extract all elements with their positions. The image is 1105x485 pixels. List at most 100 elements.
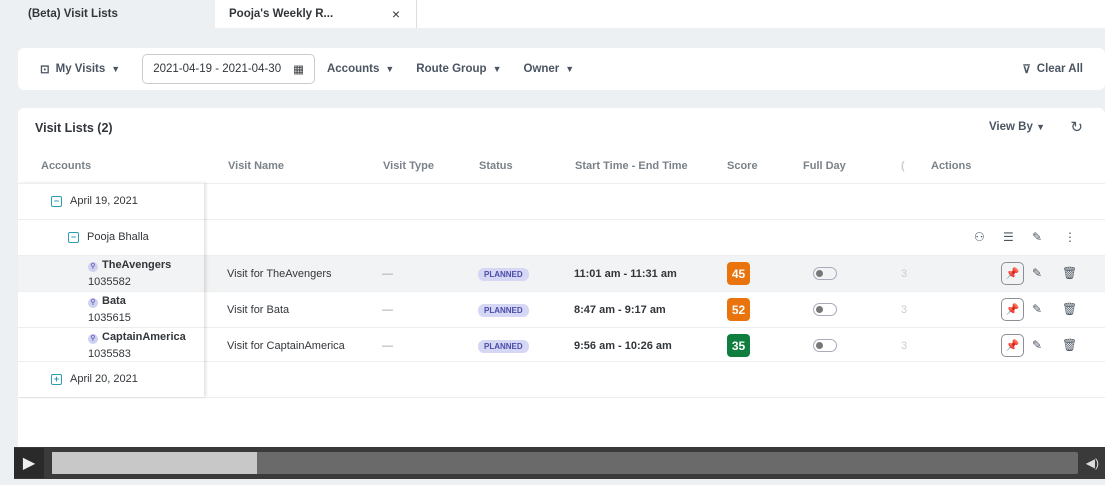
edit-icon[interactable]: ✎ xyxy=(1032,338,1043,352)
tab-label: (Beta) Visit Lists xyxy=(28,8,118,20)
pin-icon: 📌 xyxy=(1005,340,1020,352)
pin-button[interactable]: 📌 xyxy=(1001,334,1024,357)
visits-icon: ⊡ xyxy=(40,64,50,76)
group-label[interactable]: − Pooja Bhalla xyxy=(68,231,149,243)
time-range: 11:01 am - 11:31 am xyxy=(574,268,677,280)
account-name: CaptainAmerica xyxy=(102,331,186,343)
tab-weekly-report[interactable]: Pooja's Weekly R... × xyxy=(215,0,417,28)
date-range-input[interactable]: 2021-04-19 - 2021-04-30 ▦ xyxy=(142,54,315,84)
accounts-dropdown[interactable]: Accounts ▼ xyxy=(327,63,394,75)
col-time[interactable]: Start Time - End Time xyxy=(575,160,688,172)
add-account-icon[interactable]: ⚇ xyxy=(974,230,985,244)
col-actions: Actions xyxy=(931,160,972,172)
tab-bar: (Beta) Visit Lists Pooja's Weekly R... × xyxy=(0,0,1105,28)
col-status[interactable]: Status xyxy=(479,160,513,172)
visit-name: Visit for Bata xyxy=(227,304,290,316)
calendar-icon[interactable]: ▦ xyxy=(293,64,304,76)
pin-button[interactable]: 📌 xyxy=(1001,262,1024,285)
group-label[interactable]: − April 19, 2021 xyxy=(51,195,138,207)
account-link[interactable]: ⚲ TheAvengers xyxy=(88,259,171,272)
full-day-toggle[interactable] xyxy=(813,339,837,352)
edit-icon[interactable]: ✎ xyxy=(1032,266,1043,280)
account-link[interactable]: ⚲ Bata xyxy=(88,295,126,308)
refresh-icon[interactable]: ↻ xyxy=(1070,119,1083,136)
filter-bar: ⊡ My Visits ▼ 2021-04-19 - 2021-04-30 ▦ Acc… xyxy=(18,48,1105,90)
label: View By xyxy=(988,121,1033,133)
col-visit-type[interactable]: Visit Type xyxy=(383,160,434,172)
visit-lists-panel: Visit Lists (2) View By ▼ ↻ Accounts Vis… xyxy=(18,108,1105,453)
my-visits-dropdown[interactable]: ⊡ My Visits ▼ xyxy=(40,62,120,76)
visit-type: — xyxy=(382,268,393,280)
delete-icon[interactable]: 🗑 xyxy=(1062,266,1078,280)
score-badge: 35 xyxy=(727,334,750,357)
pin-button[interactable]: 📌 xyxy=(1001,298,1024,321)
clear-all-button[interactable]: ⊽ Clear All xyxy=(1022,62,1083,76)
hidden-value: 3 xyxy=(901,268,908,280)
full-day-toggle[interactable] xyxy=(813,303,837,316)
table-row[interactable]: ⚲ TheAvengers 1035582 Visit for TheAvenge… xyxy=(18,255,1105,291)
volume-icon[interactable]: ◀) xyxy=(1085,456,1099,470)
label: My Visits xyxy=(55,63,106,75)
frozen-column-shadow xyxy=(18,183,204,397)
close-icon[interactable]: × xyxy=(391,6,400,22)
account-icon: ⚲ xyxy=(88,262,98,272)
collapse-icon[interactable]: − xyxy=(68,231,79,243)
col-visit-name[interactable]: Visit Name xyxy=(228,160,285,172)
date-value: 2021-04-19 - 2021-04-30 xyxy=(153,63,282,75)
filter-clear-icon: ⊽ xyxy=(1022,64,1031,76)
panel-title: Visit Lists (2) xyxy=(35,121,113,135)
edit-icon[interactable]: ✎ xyxy=(1032,302,1043,316)
edit-icon[interactable]: ✎ xyxy=(1032,230,1043,244)
chevron-down-icon: ▼ xyxy=(492,64,502,74)
col-score[interactable]: Score xyxy=(727,160,758,172)
visit-type: — xyxy=(382,340,393,352)
status-badge: PLANNED xyxy=(478,304,529,317)
chevron-down-icon: ▼ xyxy=(385,64,395,74)
tab-visit-lists[interactable]: (Beta) Visit Lists xyxy=(0,0,205,28)
route-group-dropdown[interactable]: Route Group ▼ xyxy=(416,63,501,75)
add-list-icon[interactable]: ☰ xyxy=(1003,230,1014,244)
group-row-date: − April 19, 2021 xyxy=(18,183,1105,219)
view-by-dropdown[interactable]: View By ▼ xyxy=(989,121,1045,133)
account-link[interactable]: ⚲ CaptainAmerica xyxy=(88,331,186,344)
label: Owner xyxy=(523,63,560,75)
score-badge: 52 xyxy=(727,298,750,321)
hidden-value: 3 xyxy=(901,304,908,316)
time-range: 9:56 am - 10:26 am xyxy=(574,340,672,352)
date-label: April 19, 2021 xyxy=(70,195,138,207)
more-icon[interactable]: ⋮ xyxy=(1064,230,1076,244)
account-icon: ⚲ xyxy=(88,298,98,308)
seek-progress xyxy=(52,452,258,474)
group-label[interactable]: + April 20, 2021 xyxy=(51,373,138,385)
visit-name: Visit for TheAvengers xyxy=(227,268,332,280)
table-row[interactable]: ⚲ Bata 1035615 Visit for Bata — PLANNED 8… xyxy=(18,291,1105,327)
col-full-day[interactable]: Full Day xyxy=(803,160,846,172)
group-row-date: + April 20, 2021 xyxy=(18,361,1105,397)
collapse-icon[interactable]: − xyxy=(51,195,62,207)
score-badge: 45 xyxy=(727,262,750,285)
owner-label: Pooja Bhalla xyxy=(87,231,149,243)
expand-icon[interactable]: + xyxy=(51,373,62,385)
col-accounts[interactable]: Accounts xyxy=(41,160,92,172)
divider xyxy=(18,397,1105,398)
seek-bar[interactable] xyxy=(52,452,1078,474)
table-row[interactable]: ⚲ CaptainAmerica 1035583 Visit for Captai… xyxy=(18,327,1105,363)
owner-dropdown[interactable]: Owner ▼ xyxy=(524,63,575,75)
full-day-toggle[interactable] xyxy=(813,267,837,280)
visit-name: Visit for CaptainAmerica xyxy=(227,340,345,352)
play-button[interactable]: ▶ xyxy=(14,448,44,478)
chevron-down-icon: ▼ xyxy=(111,64,121,74)
time-range: 8:47 am - 9:17 am xyxy=(574,304,666,316)
delete-icon[interactable]: 🗑 xyxy=(1062,302,1078,316)
delete-icon[interactable]: 🗑 xyxy=(1062,338,1078,352)
hidden-value: 3 xyxy=(901,340,908,352)
account-id: 1035583 xyxy=(88,348,131,360)
chevron-down-icon: ▼ xyxy=(1036,122,1045,132)
group-row-owner: − Pooja Bhalla ⚇ ☰ ✎ ⋮ xyxy=(18,219,1105,255)
status-badge: PLANNED xyxy=(478,268,529,281)
account-id: 1035582 xyxy=(88,276,131,288)
col-hidden: ( xyxy=(901,160,905,172)
account-name: Bata xyxy=(102,295,126,307)
account-name: TheAvengers xyxy=(102,259,172,271)
status-badge: PLANNED xyxy=(478,340,529,353)
